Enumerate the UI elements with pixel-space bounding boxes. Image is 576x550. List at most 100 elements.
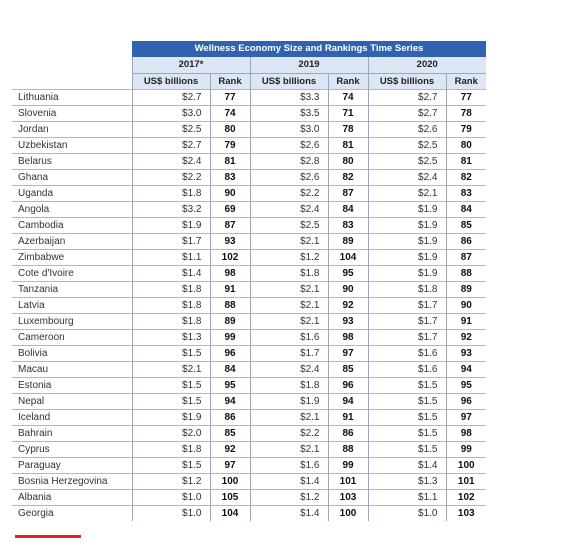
row-country: Zimbabwe bbox=[12, 249, 132, 266]
row-rank-2019: 104 bbox=[327, 249, 368, 266]
row-country: Macau bbox=[12, 361, 132, 378]
row-billions-2017: $2.2 bbox=[131, 169, 210, 186]
row-rank-2020: 80 bbox=[445, 137, 486, 154]
row-billions-2020: $2.7 bbox=[367, 105, 446, 122]
row-billions-2020: $1.9 bbox=[367, 233, 446, 250]
table-row: Tanzania $1.8 91 $2.1 90 $1.8 89 bbox=[12, 281, 486, 298]
row-rank-2020: 94 bbox=[445, 361, 486, 378]
table-title: Wellness Economy Size and Rankings Time … bbox=[132, 41, 486, 57]
row-rank-2019: 98 bbox=[327, 329, 368, 346]
row-rank-2020: 96 bbox=[445, 393, 486, 410]
table-row: Azerbaijan $1.7 93 $2.1 89 $1.9 86 bbox=[12, 233, 486, 250]
table-body: Lithuania $2.7 77 $3.3 74 $2.7 77 Slovenia $3.0 7… bbox=[12, 89, 486, 521]
wellness-economy-table: Wellness Economy Size and Rankings Time … bbox=[12, 41, 486, 521]
title-row-spacer bbox=[12, 41, 132, 57]
row-rank-2019: 87 bbox=[327, 185, 368, 202]
row-rank-2017: 80 bbox=[209, 121, 250, 138]
row-rank-2019: 100 bbox=[327, 505, 368, 521]
row-country: Cameroon bbox=[12, 329, 132, 346]
row-rank-2020: 86 bbox=[445, 233, 486, 250]
row-rank-2017: 95 bbox=[209, 377, 250, 394]
row-billions-2020: $1.5 bbox=[367, 425, 446, 442]
row-rank-2019: 84 bbox=[327, 201, 368, 218]
row-rank-2020: 102 bbox=[445, 489, 486, 506]
row-billions-2020: $1.5 bbox=[367, 377, 446, 394]
row-billions-2017: $1.3 bbox=[131, 329, 210, 346]
row-rank-2017: 84 bbox=[209, 361, 250, 378]
row-rank-2020: 95 bbox=[445, 377, 486, 394]
row-country: Belarus bbox=[12, 153, 132, 170]
table-row: Cote d'Ivoire $1.4 98 $1.8 95 $1.9 88 bbox=[12, 265, 486, 282]
row-rank-2019: 81 bbox=[327, 137, 368, 154]
row-country: Ghana bbox=[12, 169, 132, 186]
table-row: Lithuania $2.7 77 $3.3 74 $2.7 77 bbox=[12, 89, 486, 106]
row-rank-2017: 69 bbox=[209, 201, 250, 218]
row-rank-2017: 98 bbox=[209, 265, 250, 282]
row-billions-2017: $1.0 bbox=[131, 489, 210, 506]
row-rank-2017: 105 bbox=[209, 489, 250, 506]
row-billions-2019: $2.1 bbox=[249, 441, 328, 458]
row-rank-2020: 77 bbox=[445, 89, 486, 106]
row-country: Georgia bbox=[12, 505, 132, 521]
row-rank-2017: 92 bbox=[209, 441, 250, 458]
row-rank-2020: 103 bbox=[445, 505, 486, 521]
highlight-underline bbox=[15, 535, 81, 538]
table-row: Jordan $2.5 80 $3.0 78 $2.6 79 bbox=[12, 121, 486, 138]
row-billions-2019: $1.8 bbox=[249, 265, 328, 282]
row-rank-2017: 102 bbox=[209, 249, 250, 266]
table-row: Bahrain $2.0 85 $2.2 86 $1.5 98 bbox=[12, 425, 486, 442]
row-billions-2020: $1.9 bbox=[367, 201, 446, 218]
column-header-rank-2020: Rank bbox=[445, 73, 486, 90]
row-country: Cote d'Ivoire bbox=[12, 265, 132, 282]
row-billions-2019: $2.1 bbox=[249, 409, 328, 426]
table-row: Angola $3.2 69 $2.4 84 $1.9 84 bbox=[12, 201, 486, 218]
table-row: Nepal $1.5 94 $1.9 94 $1.5 96 bbox=[12, 393, 486, 410]
row-country: Jordan bbox=[12, 121, 132, 138]
row-rank-2019: 93 bbox=[327, 313, 368, 330]
table-row: Slovenia $3.0 74 $3.5 71 $2.7 78 bbox=[12, 105, 486, 122]
row-billions-2019: $2.5 bbox=[249, 217, 328, 234]
row-billions-2019: $2.1 bbox=[249, 233, 328, 250]
row-rank-2020: 90 bbox=[445, 297, 486, 314]
row-billions-2019: $2.8 bbox=[249, 153, 328, 170]
row-billions-2017: $1.8 bbox=[131, 441, 210, 458]
row-billions-2020: $1.1 bbox=[367, 489, 446, 506]
row-billions-2019: $3.0 bbox=[249, 121, 328, 138]
table-row: Ghana $2.2 83 $2.6 82 $2.4 82 bbox=[12, 169, 486, 186]
table-row: Albania $1.0 105 $1.2 103 $1.1 102 bbox=[12, 489, 486, 506]
column-header-billions-2019: US$ billions bbox=[249, 73, 328, 90]
row-rank-2017: 86 bbox=[209, 409, 250, 426]
row-billions-2017: $1.9 bbox=[131, 409, 210, 426]
row-billions-2020: $1.5 bbox=[367, 441, 446, 458]
row-country: Slovenia bbox=[12, 105, 132, 122]
row-rank-2019: 101 bbox=[327, 473, 368, 490]
row-billions-2020: $1.9 bbox=[367, 249, 446, 266]
row-billions-2019: $2.4 bbox=[249, 201, 328, 218]
table-row: Bolivia $1.5 96 $1.7 97 $1.6 93 bbox=[12, 345, 486, 362]
row-rank-2020: 101 bbox=[445, 473, 486, 490]
row-country: Tanzania bbox=[12, 281, 132, 298]
row-rank-2019: 83 bbox=[327, 217, 368, 234]
row-billions-2020: $1.9 bbox=[367, 217, 446, 234]
table-row: Cyprus $1.8 92 $2.1 88 $1.5 99 bbox=[12, 441, 486, 458]
row-country: Nepal bbox=[12, 393, 132, 410]
row-country: Cambodia bbox=[12, 217, 132, 234]
table-row: Iceland $1.9 86 $2.1 91 $1.5 97 bbox=[12, 409, 486, 426]
row-billions-2017: $1.8 bbox=[131, 281, 210, 298]
row-rank-2020: 93 bbox=[445, 345, 486, 362]
year-header-row: 2017* 2019 2020 bbox=[12, 57, 486, 74]
table-row: Cambodia $1.9 87 $2.5 83 $1.9 85 bbox=[12, 217, 486, 234]
row-rank-2019: 99 bbox=[327, 457, 368, 474]
row-billions-2019: $3.5 bbox=[249, 105, 328, 122]
column-header-billions-2017: US$ billions bbox=[131, 73, 210, 90]
row-country: Bolivia bbox=[12, 345, 132, 362]
row-rank-2019: 86 bbox=[327, 425, 368, 442]
table-row: Latvia $1.8 88 $2.1 92 $1.7 90 bbox=[12, 297, 486, 314]
row-rank-2020: 85 bbox=[445, 217, 486, 234]
row-billions-2017: $2.5 bbox=[131, 121, 210, 138]
row-country: Estonia bbox=[12, 377, 132, 394]
year-header-2020: 2020 bbox=[367, 57, 486, 74]
row-country: Lithuania bbox=[12, 89, 132, 106]
row-billions-2020: $2.5 bbox=[367, 153, 446, 170]
row-country: Albania bbox=[12, 489, 132, 506]
